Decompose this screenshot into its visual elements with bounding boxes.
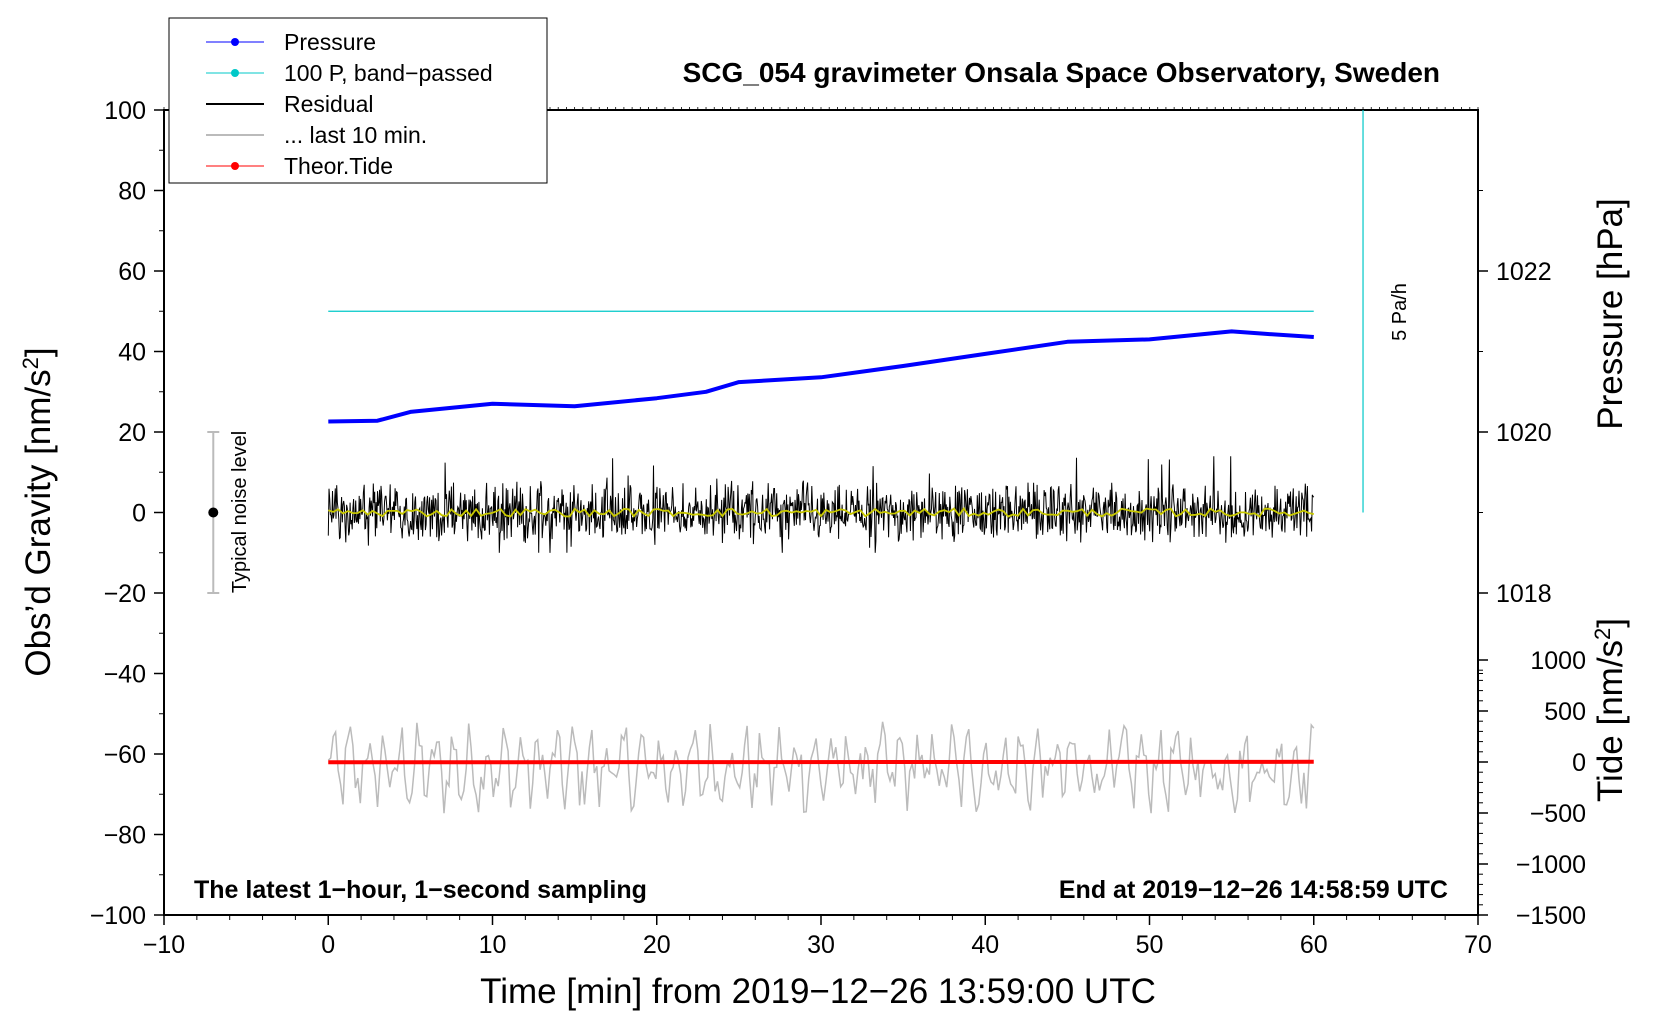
x-tick-label: 40 bbox=[971, 931, 999, 959]
tide-axis-title-main: Tide [nm/s bbox=[1591, 640, 1630, 802]
theoretical-tide-series bbox=[328, 759, 1314, 765]
annotations bbox=[207, 110, 1364, 594]
y-tick-label: −60 bbox=[104, 741, 146, 769]
tide-axis-title: Tide [nm/s2] bbox=[1590, 618, 1631, 802]
x-tick-label: 10 bbox=[479, 931, 507, 959]
legend-label: Theor.Tide bbox=[284, 153, 393, 179]
x-tick-label: 70 bbox=[1464, 931, 1492, 959]
data-series bbox=[327, 310, 1315, 814]
legend-marker bbox=[231, 69, 239, 77]
y-axis-title-close: ] bbox=[19, 347, 58, 357]
pressure-rate-label: 5 Pa/h bbox=[1389, 283, 1411, 341]
sampling-label: The latest 1−hour, 1−second sampling bbox=[194, 876, 647, 904]
legend-label: Residual bbox=[284, 91, 374, 117]
y-tick-label: 80 bbox=[118, 178, 146, 206]
noise-level-label: Typical noise level bbox=[229, 431, 251, 593]
legend-label: ... last 10 min. bbox=[284, 122, 427, 148]
y-tick-label: −100 bbox=[90, 902, 146, 930]
y-axis-title-main: Obs’d Gravity [nm/s bbox=[19, 369, 58, 676]
y-tick-label: 60 bbox=[118, 258, 146, 286]
x-tick-label: 60 bbox=[1300, 931, 1328, 959]
legend-label: 100 P, band−passed bbox=[284, 60, 493, 86]
x-tick-label: 30 bbox=[807, 931, 835, 959]
x-tick-label: 0 bbox=[321, 931, 335, 959]
last-10-min-series bbox=[327, 721, 1315, 814]
y-axis-title: Obs’d Gravity [nm/s2] bbox=[18, 347, 59, 676]
y-axis-title-sup: 2 bbox=[18, 357, 43, 369]
y-tick-label: 0 bbox=[132, 500, 146, 528]
tide-axis-title-close: ] bbox=[1591, 618, 1630, 628]
y-tick-label: −40 bbox=[104, 661, 146, 689]
pressure-axis-title: Pressure [hPa] bbox=[1591, 198, 1630, 430]
legend: Pressure 100 P, band−passed Residual ... la… bbox=[168, 17, 548, 184]
tide-tick-label: 500 bbox=[1544, 698, 1586, 726]
pressure-tick-label: 1020 bbox=[1496, 419, 1552, 447]
pressure-series bbox=[328, 329, 1314, 424]
pressure-tick-label: 1018 bbox=[1496, 580, 1552, 608]
end-time-label: End at 2019−12−26 14:58:59 UTC bbox=[1059, 876, 1448, 904]
tide-tick-label: −500 bbox=[1530, 800, 1586, 828]
pressure-tick-label: 1022 bbox=[1496, 258, 1552, 286]
tide-tick-label: −1500 bbox=[1516, 902, 1586, 930]
residual-series bbox=[327, 456, 1315, 553]
legend-label: Pressure bbox=[284, 29, 376, 55]
chart-title: SCG_054 gravimeter Onsala Space Observat… bbox=[683, 57, 1440, 88]
x-tick-label: 20 bbox=[643, 931, 671, 959]
legend-marker bbox=[231, 162, 239, 170]
legend-marker bbox=[231, 38, 239, 46]
legend-items: Pressure 100 P, band−passed Residual ... la… bbox=[206, 29, 493, 179]
noise-bar-center-dot bbox=[208, 507, 219, 518]
residual-smoothed-series bbox=[328, 506, 1314, 518]
tide-tick-label: 0 bbox=[1572, 749, 1586, 777]
x-tick-label: −10 bbox=[143, 931, 185, 959]
y-tick-label: 40 bbox=[118, 339, 146, 367]
axis-ticks: −10 0 10 20 30 40 50 60 70−100−80−60−40−20020406… bbox=[90, 97, 1586, 959]
tide-axis-title-sup: 2 bbox=[1590, 628, 1615, 640]
y-tick-label: 20 bbox=[118, 419, 146, 447]
y-tick-label: −80 bbox=[104, 822, 146, 850]
x-tick-label: 50 bbox=[1136, 931, 1164, 959]
tide-tick-label: 1000 bbox=[1530, 647, 1586, 675]
legend-box bbox=[168, 17, 548, 184]
tide-tick-label: −1000 bbox=[1516, 851, 1586, 879]
y-tick-label: −20 bbox=[104, 580, 146, 608]
x-axis-title: Time [min] from 2019−12−26 13:59:00 UTC bbox=[480, 972, 1156, 1011]
y-tick-label: 100 bbox=[104, 97, 146, 125]
